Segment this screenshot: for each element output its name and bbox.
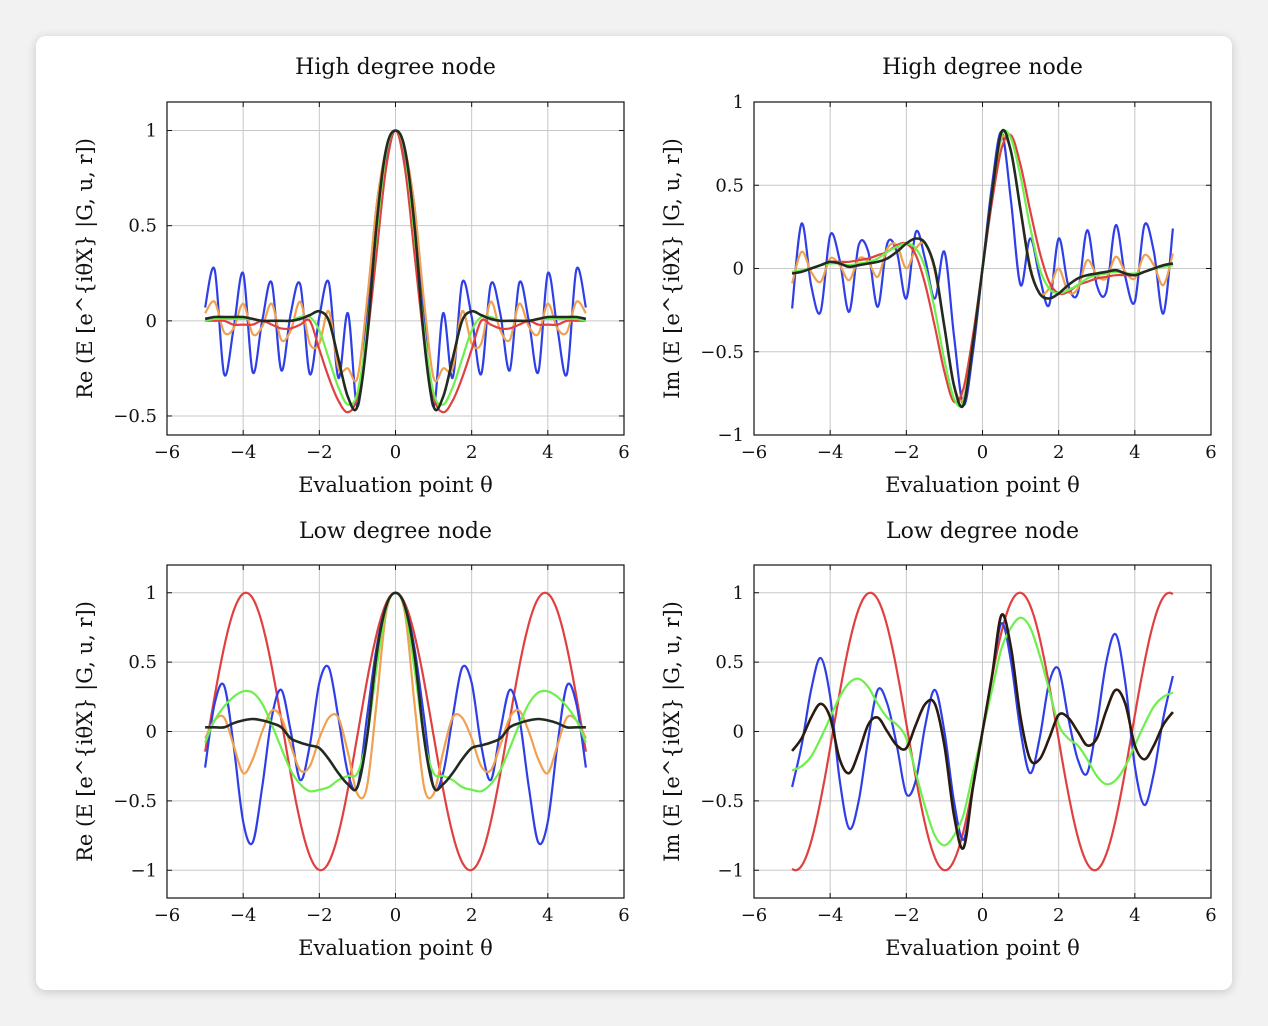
chart-title: High degree node xyxy=(882,55,1083,80)
y-axis-label: Re (E [e^{iθX} |G, u, r]) xyxy=(73,601,98,862)
x-tick-label: 4 xyxy=(542,905,553,926)
y-tick-label: −1 xyxy=(130,860,157,881)
y-axis-label: Re (E [e^{iθX} |G, u, r]) xyxy=(73,138,98,399)
y-tick-label: −0.5 xyxy=(113,791,157,812)
x-axis-label: Evaluation point θ xyxy=(298,473,493,497)
x-tick-label: 4 xyxy=(542,442,553,463)
y-tick-label: −0.5 xyxy=(113,406,157,427)
series-line-dark xyxy=(791,129,1174,408)
x-axis-label: Evaluation point θ xyxy=(298,936,493,960)
x-axis-label: Evaluation point θ xyxy=(885,936,1080,960)
y-tick-label: 1 xyxy=(146,121,157,142)
chart-title: High degree node xyxy=(295,55,496,80)
x-tick-label: −4 xyxy=(817,905,844,926)
y-tick-label: 0.5 xyxy=(128,652,157,673)
y-tick-label: −0.5 xyxy=(700,791,744,812)
x-axis-label: Evaluation point θ xyxy=(885,473,1080,497)
y-tick-label: 0 xyxy=(146,311,157,332)
x-tick-label: −2 xyxy=(893,442,920,463)
y-tick-label: −1 xyxy=(717,860,744,881)
x-tick-label: 6 xyxy=(1205,442,1216,463)
y-tick-label: −0.5 xyxy=(700,342,744,363)
chart-panel-3: −6 −4 −2 0 2 4 6 −1 −0.5 0 0.5 1 Low degree node Eval… xyxy=(73,519,630,960)
x-tick-label: 4 xyxy=(1129,905,1140,926)
x-tick-label: 4 xyxy=(1129,442,1140,463)
x-tick-label: 2 xyxy=(466,442,477,463)
x-tick-label: 0 xyxy=(977,442,988,463)
y-tick-label: 0 xyxy=(733,259,744,280)
x-tick-label: −2 xyxy=(306,905,333,926)
x-tick-label: 2 xyxy=(1053,442,1064,463)
x-tick-label: 0 xyxy=(390,442,401,463)
chart-panel-2: −6 −4 −2 0 2 4 6 −1 −0.5 0 0.5 1 High degree node Eva… xyxy=(660,55,1217,497)
chart-title: Low degree node xyxy=(886,519,1079,544)
x-tick-label: −6 xyxy=(741,442,768,463)
x-tick-label: 0 xyxy=(977,905,988,926)
y-tick-label: 0.5 xyxy=(715,175,744,196)
chart-title: Low degree node xyxy=(299,519,492,544)
x-tick-label: −6 xyxy=(741,905,768,926)
y-tick-label: −1 xyxy=(717,425,744,446)
x-tick-label: −4 xyxy=(817,442,844,463)
x-tick-label: −4 xyxy=(230,905,257,926)
y-tick-label: 1 xyxy=(146,583,157,604)
y-tick-label: 1 xyxy=(733,92,744,113)
y-tick-label: 0 xyxy=(146,722,157,743)
chart-panel-1: −6 −4 −2 0 2 4 6 −0.5 0 0.5 1 High degree node Evalu… xyxy=(73,55,630,497)
x-tick-label: 6 xyxy=(1205,905,1216,926)
x-tick-label: −2 xyxy=(306,442,333,463)
x-tick-label: 2 xyxy=(466,905,477,926)
y-tick-label: 0.5 xyxy=(715,652,744,673)
x-tick-label: 0 xyxy=(390,905,401,926)
y-tick-label: 0.5 xyxy=(128,216,157,237)
y-tick-label: 0 xyxy=(733,722,744,743)
series-line-dark xyxy=(205,591,586,792)
y-axis-label: Im (E [e^{iθX} |G, u, r]) xyxy=(660,601,685,862)
x-tick-label: 2 xyxy=(1053,905,1064,926)
x-tick-label: −6 xyxy=(154,442,181,463)
x-tick-label: −6 xyxy=(154,905,181,926)
x-tick-label: −2 xyxy=(893,905,920,926)
series-line-dark xyxy=(204,129,587,412)
y-tick-label: 1 xyxy=(733,583,744,604)
series-line-dark_brown xyxy=(791,613,1174,850)
x-tick-label: 6 xyxy=(618,905,629,926)
x-tick-label: 6 xyxy=(618,442,629,463)
chart-panel-4: −6 −4 −2 0 2 4 6 −1 −0.5 0 0.5 1 Low degree node Eval… xyxy=(660,519,1217,960)
y-axis-label: Im (E [e^{iθX} |G, u, r]) xyxy=(660,138,685,399)
x-tick-label: −4 xyxy=(230,442,257,463)
figure-card xyxy=(36,36,1232,990)
